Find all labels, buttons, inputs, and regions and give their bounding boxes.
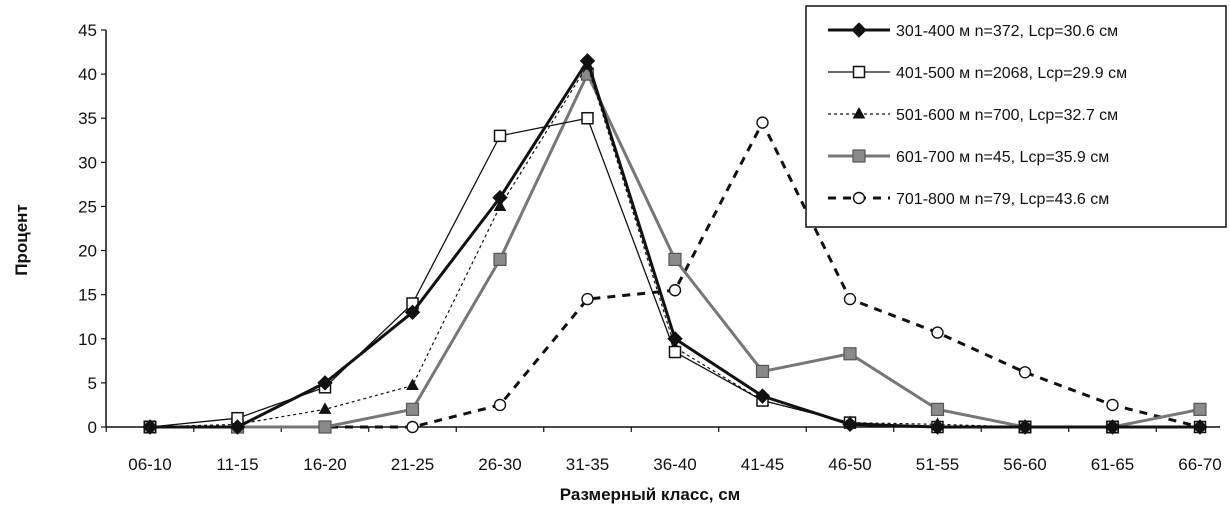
y-tick-label: 20 — [78, 242, 97, 261]
data-point — [754, 388, 771, 404]
x-tick-label: 61-65 — [1091, 455, 1134, 474]
data-point — [579, 53, 596, 69]
x-tick-label: 06-10 — [128, 455, 171, 474]
x-axis-title: Размерный класс, см — [560, 485, 741, 504]
data-point — [581, 111, 594, 125]
legend-label: 301-400 м n=372, Lcp=30.6 см — [896, 23, 1118, 40]
data-point — [930, 402, 945, 416]
data-point — [493, 199, 507, 211]
data-point — [406, 378, 419, 391]
legend-box — [805, 5, 1227, 228]
x-tick-label: 16-20 — [303, 455, 346, 474]
data-point — [318, 420, 332, 434]
x-tick-label: 11-15 — [216, 455, 258, 474]
x-tick-label: 31-35 — [566, 455, 609, 474]
x-tick-label: 21-25 — [391, 455, 434, 474]
legend-marker — [852, 65, 866, 79]
legend-marker — [851, 22, 867, 38]
y-tick-label: 45 — [78, 21, 97, 40]
y-tick-label: 25 — [78, 197, 97, 216]
data-point — [493, 252, 507, 266]
x-tick-label: 36-40 — [653, 455, 696, 474]
data-point — [404, 304, 421, 321]
data-point — [929, 419, 946, 435]
data-point — [1106, 398, 1119, 412]
data-point — [668, 284, 682, 297]
data-point — [842, 416, 858, 433]
x-tick-label: 51-55 — [916, 455, 959, 474]
series-1 — [142, 53, 1208, 435]
data-point — [492, 189, 508, 206]
x-tick-label: 46-50 — [828, 455, 871, 474]
data-point — [1017, 419, 1033, 435]
x-tick-label: 26-30 — [478, 455, 521, 474]
data-point — [493, 398, 507, 412]
data-point — [317, 375, 333, 391]
data-point — [667, 331, 683, 347]
data-point — [142, 419, 158, 435]
x-tick-label: 41-45 — [741, 455, 784, 474]
legend-label: 701-800 м n=79, Lcp=43.6 см — [896, 191, 1109, 208]
legend-marker — [852, 149, 866, 163]
axes: 0 5 10 15 20 25 30 35 40 45 06-10 11-15 16-20 21-25 26… — [78, 21, 1222, 474]
x-tick-label: 56-60 — [1003, 455, 1046, 474]
data-point — [843, 292, 857, 306]
data-point — [318, 402, 332, 414]
x-tick-label: 66-70 — [1178, 455, 1221, 474]
y-tick-label: 40 — [78, 65, 97, 84]
y-tick-label: 5 — [88, 374, 97, 393]
data-point — [1192, 419, 1208, 435]
y-tick-label: 15 — [78, 286, 97, 305]
legend-marker — [852, 106, 866, 119]
legend-label: 601-700 м n=45, Lcp=35.9 см — [896, 149, 1109, 166]
data-point — [668, 252, 682, 266]
data-point — [668, 345, 682, 359]
y-tick-label: 30 — [78, 153, 97, 172]
y-tick-label: 35 — [78, 109, 97, 128]
data-point — [1104, 419, 1121, 435]
legend-label: 401-500 м n=2068, Lcp=29.9 см — [896, 65, 1127, 82]
data-point — [405, 402, 420, 416]
data-point — [493, 129, 507, 143]
data-point — [755, 364, 770, 379]
data-point — [756, 116, 769, 129]
data-point — [931, 326, 944, 339]
data-point — [406, 420, 419, 434]
legend-label: 501-600 м n=700, Lcp=32.7 см — [896, 107, 1118, 124]
data-point — [229, 419, 246, 435]
legend: 301-400 м n=372, Lcp=30.6 см 401-500 м n=… — [805, 5, 1227, 228]
data-point — [843, 347, 857, 361]
data-point — [1018, 366, 1032, 379]
data-point — [581, 292, 594, 306]
y-tick-label: 0 — [88, 418, 97, 437]
series-layer — [142, 53, 1208, 435]
y-axis-title: Процент — [12, 204, 31, 276]
legend-marker — [852, 191, 866, 205]
data-point — [1193, 402, 1207, 416]
y-tick-label: 10 — [78, 330, 97, 349]
